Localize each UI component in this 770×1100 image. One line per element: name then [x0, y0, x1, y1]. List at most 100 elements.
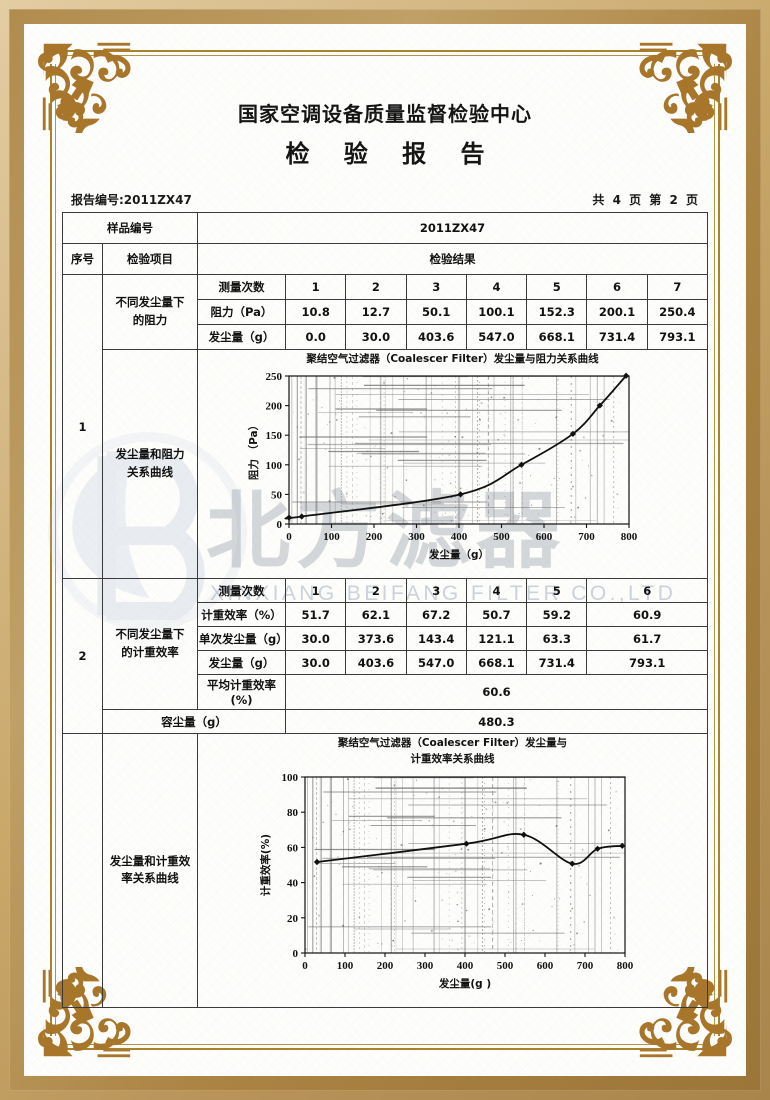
svg-text:100: 100: [336, 960, 353, 972]
s2-row-label-capacity: 容尘量（g）: [102, 709, 286, 735]
s1-row-label-resistance: 阻力（Pa）: [197, 299, 286, 325]
chart-efficiency: 0 20 40 60 80 100 0 100 200 300 400 500 600 700 800 发尘量…: [199, 769, 706, 1005]
s1-measure-6: 6: [586, 274, 648, 300]
s1-resistance-6: 200.1: [586, 299, 648, 325]
section1-item-curve: 发尘量和阻力 关系曲线: [102, 348, 198, 580]
s1-dust-2: 30.0: [345, 324, 407, 350]
svg-text:100: 100: [323, 531, 340, 543]
s2-item-line1: 不同发尘量下: [115, 627, 185, 642]
s2-measure-3: 3: [405, 578, 467, 604]
svg-text:100: 100: [281, 772, 298, 784]
svg-text:600: 600: [535, 531, 552, 543]
svg-text:40: 40: [287, 877, 299, 889]
svg-text:100: 100: [265, 460, 282, 472]
s2-single-2: 373.6: [345, 626, 407, 652]
svg-text:400: 400: [456, 960, 473, 972]
s2-row-label-efficiency: 计重效率（%）: [197, 602, 286, 628]
section2-seq: 2: [62, 578, 103, 735]
frame-rule-top-thin: [64, 55, 706, 56]
s2-measure-2: 2: [345, 578, 407, 604]
s1-item-line1: 不同发尘量下: [115, 295, 185, 310]
table-row-s2-chart: 发尘量和计重效 率关系曲线 聚结空气过滤器（Coalescer Filter）发…: [62, 733, 708, 1008]
svg-text:阻力 （Pa）: 阻力 （Pa）: [247, 420, 260, 480]
svg-text:250: 250: [265, 371, 282, 383]
s1-row-label-dust: 发尘量（g）: [197, 324, 286, 350]
chart-resistance: 0 50 100 150 200 250 0 100 200 300 400 500 600 700 800…: [199, 368, 706, 576]
s2-item-line2: 的计重效率: [121, 645, 179, 660]
section2-item-efficiency: 不同发尘量下 的计重效率: [102, 578, 198, 711]
report-title: 检 验 报 告: [285, 140, 498, 168]
s1-measure-2: 2: [345, 274, 407, 300]
col-header-seq: 序号: [62, 243, 103, 275]
svg-text:600: 600: [536, 960, 553, 972]
section2-item-curve: 发尘量和计重效 率关系曲线: [102, 733, 198, 1008]
s1-resistance-7: 250.4: [646, 299, 709, 325]
s2-dust-3: 547.0: [405, 650, 467, 676]
s1-curve-line1: 发尘量和阻力: [115, 447, 185, 462]
section2-chart-seq: [62, 733, 103, 1008]
report-content: 国家空调设备质量监督检验中心 检 验 报 告 报告编号:2011ZX47 共 4…: [62, 70, 709, 1036]
s1-measure-5: 5: [526, 274, 588, 300]
report-table-body: 样品编号 2011ZX47 序号 检验项目 检验结果 1 不同发尘量下: [62, 212, 709, 1008]
s1-measure-4: 4: [465, 274, 528, 300]
svg-text:700: 700: [576, 960, 593, 972]
svg-text:60: 60: [287, 842, 299, 854]
frame-rule-left: [50, 64, 52, 1036]
table-row-s1-resistance: 阻力（Pa） 10.8 12.7 50.1 100.1 152.3 200.1 …: [63, 299, 709, 325]
svg-text:500: 500: [493, 531, 510, 543]
frame-rule-bottom-thin: [64, 1044, 706, 1045]
svg-text:计重效率(%): 计重效率(%): [259, 833, 272, 895]
table-row-s2-single-dust: 单次发尘量（g） 30.0 373.6 143.4 121.1 63.3 61.…: [63, 626, 708, 652]
paper-surface: 北方滤器 XINXIANG BEIFANG FILTER CO.,LTD 国家空…: [24, 24, 746, 1076]
s1-resistance-3: 50.1: [405, 299, 467, 325]
chart-resistance-title: 聚结空气过滤器（Coalescer Filter）发尘量与阻力关系曲线: [306, 353, 599, 365]
s1-measure-3: 3: [405, 274, 467, 300]
s2-eff-4: 50.7: [465, 602, 528, 628]
s1-dust-7: 793.1: [646, 324, 709, 350]
table-row-s2-efficiency: 计重效率（%） 51.7 62.1 67.2 50.7 59.2 60.9: [63, 602, 708, 628]
chart-cell-efficiency: 聚结空气过滤器（Coalescer Filter）发尘量与 计重效率关系曲线 0…: [197, 733, 708, 1008]
report-number: 报告编号:2011ZX47: [71, 193, 192, 207]
s2-dust-1: 30.0: [284, 650, 347, 676]
s2-measure-4: 4: [465, 578, 528, 604]
svg-text:800: 800: [616, 960, 633, 972]
s1-dust-3: 403.6: [405, 324, 467, 350]
s2-measure-1: 1: [284, 578, 347, 604]
table-row-s2-avg: 平均计重效率(%) 60.6: [63, 674, 708, 711]
sample-no-label: 样品编号: [62, 212, 198, 244]
svg-text:200: 200: [365, 531, 382, 543]
frame-rule-top: [64, 50, 706, 52]
svg-text:300: 300: [416, 960, 433, 972]
svg-text:80: 80: [287, 807, 299, 819]
svg-text:800: 800: [620, 531, 637, 543]
s2-dust-6: 793.1: [586, 650, 708, 676]
svg-text:50: 50: [271, 490, 283, 502]
s2-dust-5: 731.4: [526, 650, 588, 676]
s1-resistance-4: 100.1: [465, 299, 528, 325]
s2-single-1: 30.0: [284, 626, 347, 652]
section1-seq: 1: [62, 273, 103, 580]
s2-single-6: 61.7: [586, 626, 708, 652]
s2-eff-2: 62.1: [345, 602, 407, 628]
org-title: 国家空调设备质量监督检验中心: [238, 102, 532, 126]
svg-text:700: 700: [578, 531, 595, 543]
chart-resistance-svg: 0 50 100 150 200 250 0 100 200 300 400 500 600 700 800…: [247, 371, 638, 561]
svg-text:0: 0: [292, 948, 298, 960]
chart-efficiency-title-l1: 聚结空气过滤器（Coalescer Filter）发尘量与: [337, 737, 568, 750]
s2-single-3: 143.4: [405, 626, 467, 652]
s1-resistance-5: 152.3: [526, 299, 588, 325]
s2-row-label-avg: 平均计重效率(%): [197, 674, 286, 711]
s2-curve-line1: 发尘量和计重效: [109, 853, 191, 868]
table-row-header: 序号 检验项目 检验结果: [62, 243, 708, 275]
s1-measure-1: 1: [284, 274, 347, 300]
table-row-s1-dust: 发尘量（g） 0.0 30.0 403.6 547.0 668.1 731.4 …: [63, 324, 709, 350]
s2-row-label-measure: 测量次数: [197, 578, 286, 604]
chart-efficiency-title-l2: 计重效率关系曲线: [410, 753, 495, 766]
table-row-s2-capacity: 容尘量（g） 480.3: [63, 709, 708, 735]
col-header-result: 检验结果: [197, 243, 708, 275]
svg-text:500: 500: [496, 960, 513, 972]
chart-cell-resistance: 聚结空气过滤器（Coalescer Filter）发尘量与阻力关系曲线 0 50 1…: [197, 348, 708, 580]
svg-text:发尘量（g）: 发尘量（g）: [427, 548, 488, 561]
s1-dust-6: 731.4: [586, 324, 648, 350]
corner-ornament-top-right: [636, 38, 732, 134]
